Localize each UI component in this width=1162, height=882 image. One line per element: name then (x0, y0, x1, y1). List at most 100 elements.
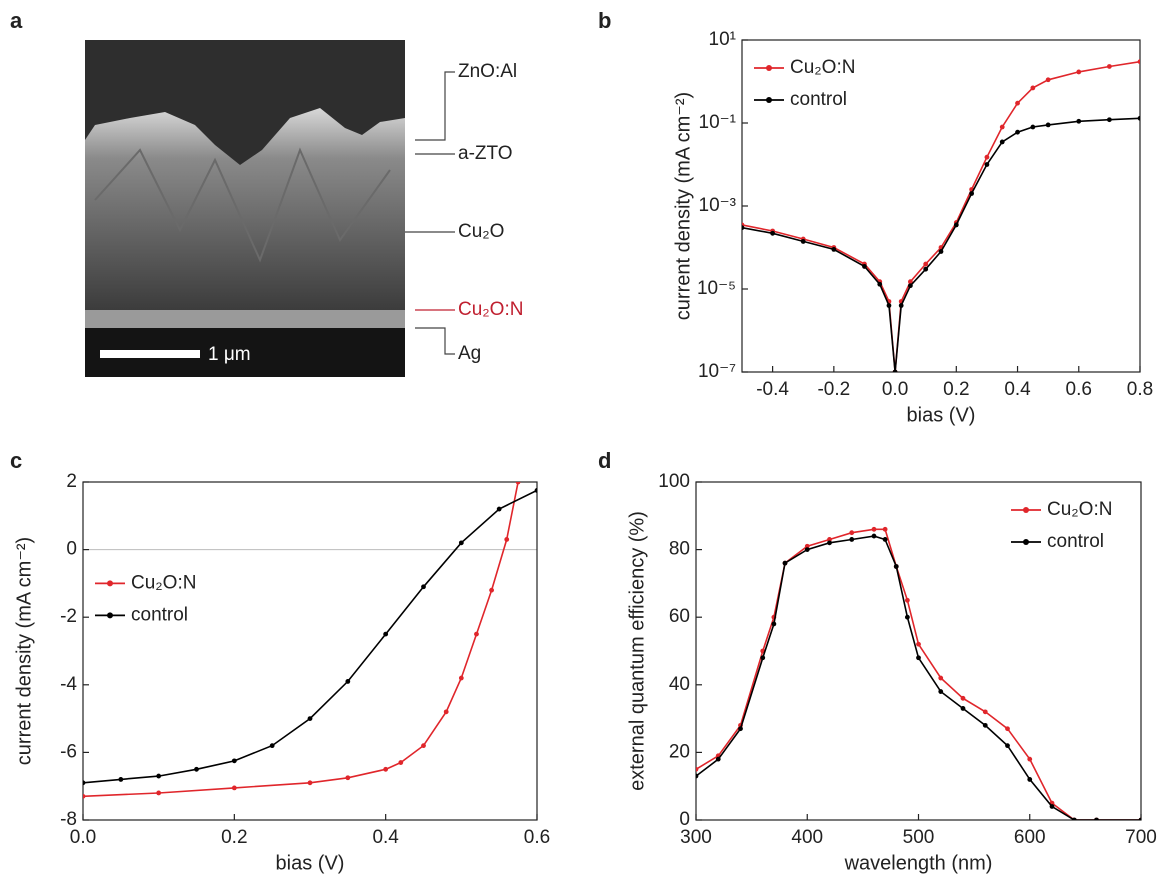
x-tick-label: 500 (903, 827, 935, 848)
point (938, 689, 943, 694)
y-tick-label: -4 (60, 674, 77, 695)
point (872, 527, 877, 532)
point (345, 775, 350, 780)
point (831, 247, 836, 252)
point (1107, 117, 1112, 122)
y-tick-label: 100 (658, 471, 690, 492)
point (1000, 140, 1005, 145)
legend-label: control (790, 89, 847, 110)
point (1076, 70, 1081, 75)
point (497, 507, 502, 512)
point (1000, 125, 1005, 130)
legend-label: Cu₂O:N (131, 572, 196, 593)
legend-label: control (1047, 531, 1104, 552)
point (1015, 101, 1020, 106)
point (883, 527, 888, 532)
y-tick-label: 60 (669, 606, 690, 627)
point (459, 540, 464, 545)
point (1005, 743, 1010, 748)
point (893, 370, 898, 375)
point (770, 231, 775, 236)
leaders (405, 72, 455, 354)
panel-label: d (598, 448, 611, 473)
point (1015, 130, 1020, 135)
point (383, 767, 388, 772)
y-tick-label: 40 (669, 674, 690, 695)
point (232, 758, 237, 763)
legend-marker (1023, 539, 1029, 545)
point (827, 540, 832, 545)
point (983, 723, 988, 728)
layer-label: a-ZTO (458, 143, 513, 164)
point (1139, 818, 1144, 823)
x-tick-label: 0.4 (372, 827, 399, 848)
point (504, 537, 509, 542)
point (421, 584, 426, 589)
x-tick-label: 600 (1014, 827, 1046, 848)
point (969, 191, 974, 196)
x-tick-label: -0.4 (756, 379, 789, 400)
x-tick-label: 0.0 (70, 827, 96, 848)
point (923, 262, 928, 267)
x-tick-label: 400 (791, 827, 823, 848)
point (270, 743, 275, 748)
point (694, 767, 699, 772)
point (916, 642, 921, 647)
plot-frame (83, 482, 537, 820)
cu2on-layer (85, 310, 405, 328)
y-tick-label: -8 (60, 809, 77, 830)
point (905, 615, 910, 620)
y-tick-label: 10¹ (709, 29, 736, 50)
y-axis-title: external quantum efficiency (%) (626, 511, 648, 791)
y-tick-label: 20 (669, 741, 690, 762)
series-line (83, 490, 537, 782)
y-tick-label: 10⁻⁵ (697, 278, 736, 299)
x-tick-label: 0.6 (1066, 379, 1092, 400)
x-tick-label: 700 (1125, 827, 1157, 848)
y-tick-label: -2 (60, 606, 77, 627)
x-tick-label: 0.4 (1004, 379, 1031, 400)
legend-marker (107, 612, 113, 618)
layer-label: Cu₂O:N (458, 299, 523, 320)
legend-marker (107, 580, 113, 586)
point (905, 598, 910, 603)
x-tick-label: 0.6 (524, 827, 550, 848)
point (961, 706, 966, 711)
x-axis-title: bias (V) (276, 852, 345, 874)
point (489, 588, 494, 593)
point (1138, 116, 1143, 121)
panel-label: a (10, 8, 23, 33)
point (516, 480, 521, 485)
point (883, 537, 888, 542)
point (805, 547, 810, 552)
point (985, 155, 990, 160)
point (1046, 77, 1051, 82)
point (938, 676, 943, 681)
scale-bar (100, 350, 200, 358)
point (444, 709, 449, 714)
legend-label: control (131, 604, 188, 625)
point (961, 696, 966, 701)
point (760, 655, 765, 660)
point (694, 774, 699, 779)
plot-area (81, 480, 540, 799)
point (1138, 59, 1143, 64)
point (1030, 86, 1035, 91)
point (345, 679, 350, 684)
y-axis-title: current density (mA cm⁻²) (13, 537, 35, 765)
panel-label: c (10, 448, 22, 473)
point (849, 530, 854, 535)
point (398, 760, 403, 765)
layer-label: Ag (458, 343, 481, 364)
point (156, 774, 161, 779)
point (81, 794, 86, 799)
point (954, 223, 959, 228)
point (1027, 757, 1032, 762)
point (740, 225, 745, 230)
point (459, 676, 464, 681)
point (716, 757, 721, 762)
x-tick-label: 0.2 (221, 827, 247, 848)
point (908, 283, 913, 288)
point (474, 632, 479, 637)
point (862, 264, 867, 269)
